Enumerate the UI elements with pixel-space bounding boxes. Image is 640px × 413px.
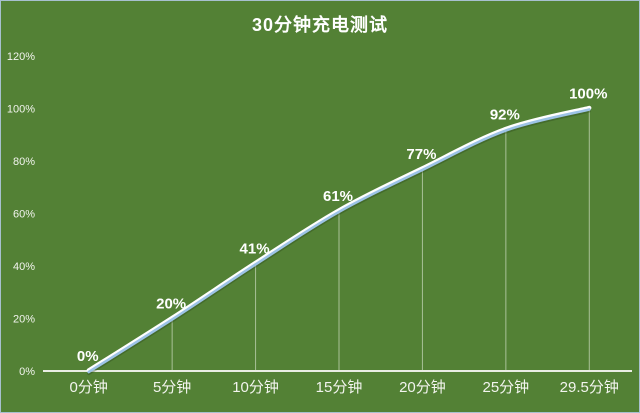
data-point-label: 100%: [569, 86, 607, 103]
x-axis-tick-label: 25分钟: [483, 379, 530, 396]
line-series-main: [87, 108, 591, 374]
y-axis-tick-label: 100%: [7, 104, 35, 116]
x-axis-tick-label: 10分钟: [232, 379, 279, 396]
y-axis-tick-label: 20%: [13, 314, 35, 326]
data-labels-group: 0% 20% 41% 61% 77% 92% 100%: [77, 86, 608, 366]
y-axis-tick-label: 60%: [13, 209, 35, 221]
y-axis-tick-label: 0%: [19, 366, 35, 378]
y-axis-tick-label: 80%: [13, 156, 35, 168]
x-axis-tick-label: 5分钟: [153, 379, 191, 396]
x-axis-tick-label: 20分钟: [399, 379, 446, 396]
data-point-label: 0%: [77, 348, 99, 365]
x-axis-tick-labels: 0分钟 5分钟 10分钟 15分钟 20分钟 25分钟 29.5分钟: [70, 379, 619, 396]
drop-lines-group: [88, 110, 590, 373]
line-series-highlight: [86, 105, 592, 373]
chart-title: 30分钟充电测试: [251, 15, 389, 35]
data-point-label: 20%: [156, 296, 186, 313]
y-axis-tick-label: 120%: [7, 51, 35, 63]
y-axis-tick-labels: 0% 20% 40% 60% 80% 100% 120%: [7, 51, 35, 378]
data-point-label: 61%: [323, 188, 353, 205]
line-series-shadow: [87, 109, 591, 376]
y-axis-tick-label: 40%: [13, 261, 35, 273]
x-axis-tick-label: 0分钟: [70, 379, 108, 396]
data-point-label: 41%: [240, 240, 270, 257]
data-point-label: 92%: [490, 107, 520, 124]
x-axis-tick-label: 15分钟: [316, 379, 363, 396]
line-series-group: [86, 105, 592, 376]
x-axis-tick-label: 29.5分钟: [560, 379, 619, 396]
data-point-label: 77%: [406, 146, 436, 163]
